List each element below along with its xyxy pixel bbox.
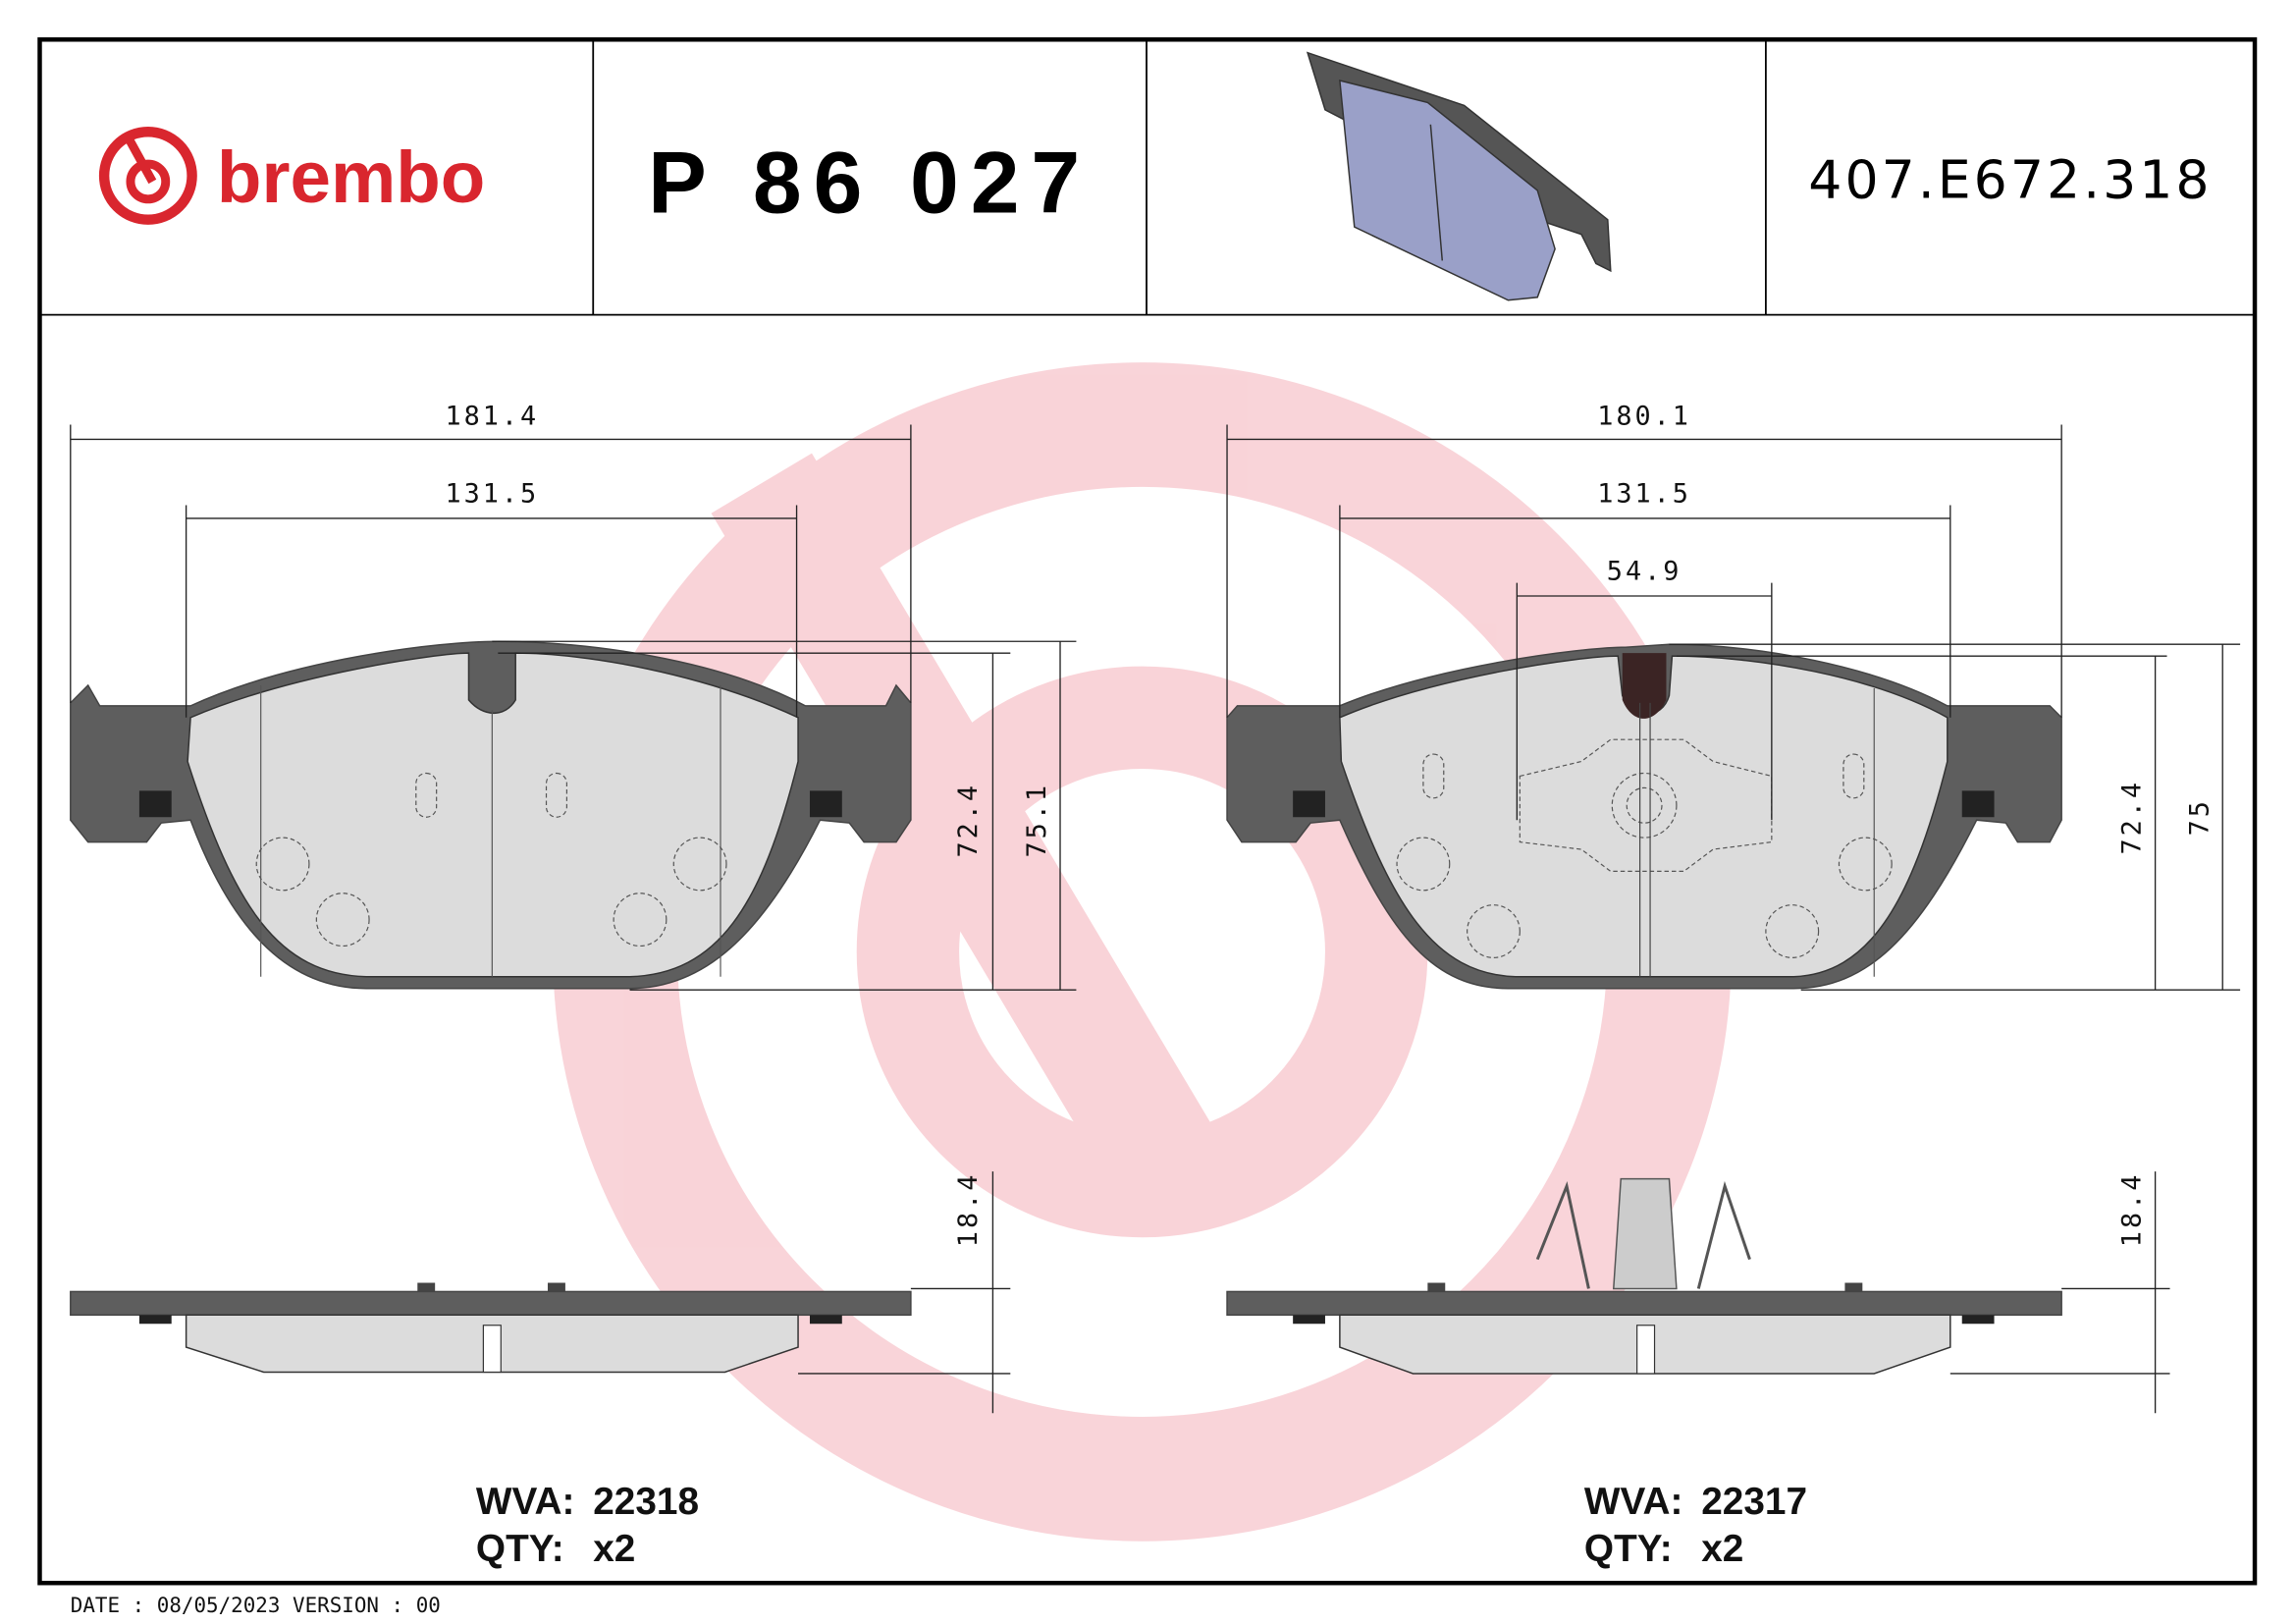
dim-height-outer: 75	[2184, 798, 2215, 836]
right-pad-front-view	[1226, 643, 2062, 990]
qty-value: x2	[593, 1528, 635, 1570]
right-dimensions: 180.1 131.5 54.9 72.4 75	[1226, 402, 2241, 991]
wva-label: WVA:	[476, 1481, 574, 1523]
dim-inner-width: 131.5	[445, 479, 539, 510]
dim-thickness: 18.4	[2117, 1172, 2148, 1248]
left-pad-front-view	[70, 640, 912, 990]
dim-overall-width: 181.4	[445, 402, 539, 432]
qty-label: QTY:	[1584, 1528, 1673, 1570]
dim-height-outer: 75.1	[1022, 783, 1052, 858]
dim-sensor-width: 54.9	[1607, 557, 1682, 587]
right-pad-info: WVA: 22317 QTY: x2	[1584, 1481, 1807, 1570]
date-version: DATE : 08/05/2023 VERSION : 00	[71, 1594, 441, 1617]
brand-name: brembo	[217, 135, 485, 218]
left-dimensions: 181.4 131.5 72.4 75.1	[70, 402, 1077, 991]
dim-height-inner: 72.4	[2117, 780, 2148, 855]
left-pad-info: WVA: 22318 QTY: x2	[476, 1481, 699, 1570]
right-pad-side-view: 18.4	[1226, 1171, 2170, 1414]
brembo-logo: brembo	[98, 127, 485, 225]
reference-code: 407.E672.318	[1808, 148, 2212, 210]
wva-value: 22317	[1701, 1481, 1807, 1523]
pad-3d-image	[1306, 51, 1612, 301]
dim-height-inner: 72.4	[953, 783, 984, 858]
dim-overall-width: 180.1	[1597, 402, 1691, 432]
wva-value: 22318	[593, 1481, 699, 1523]
part-number: P 86 027	[648, 133, 1092, 231]
left-pad-side-view: 18.4	[70, 1171, 1011, 1414]
dim-inner-width: 131.5	[1597, 479, 1691, 510]
wva-label: WVA:	[1584, 1481, 1682, 1523]
dim-thickness: 18.4	[953, 1172, 984, 1248]
qty-value: x2	[1701, 1528, 1743, 1570]
qty-label: QTY:	[476, 1528, 564, 1570]
